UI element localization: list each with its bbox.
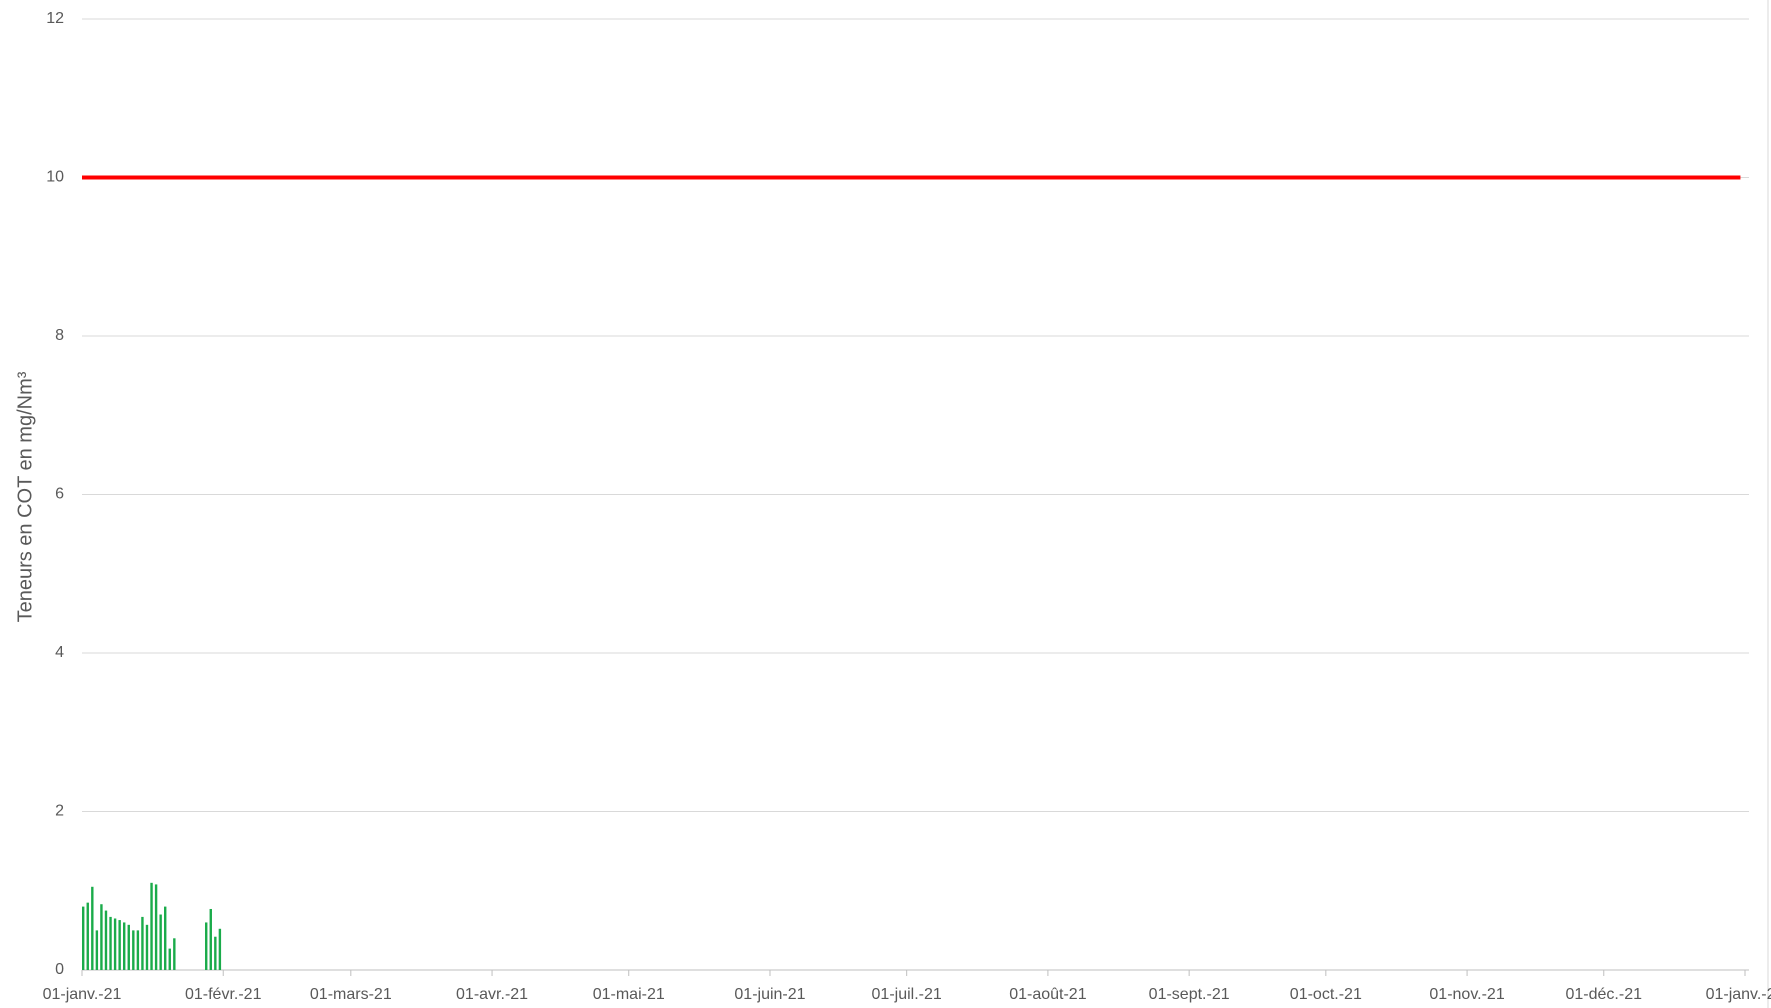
bar: [218, 928, 222, 970]
x-tick-label: 01-août-21: [1009, 986, 1086, 1003]
x-tick-label: 01-sept.-21: [1149, 986, 1230, 1003]
bar: [209, 908, 212, 970]
x-tick-label: 01-nov.-21: [1429, 986, 1504, 1003]
bar: [154, 884, 158, 970]
bar: [127, 924, 130, 970]
bar: [159, 914, 162, 970]
y-tick-label: 4: [55, 644, 64, 661]
x-tick-label: 01-mai-21: [593, 986, 665, 1003]
y-tick-label: 6: [55, 486, 64, 503]
x-tick-label: 01-avr.-21: [456, 986, 528, 1003]
bar: [123, 922, 126, 970]
y-tick-label: 2: [55, 803, 64, 820]
bar: [104, 910, 108, 970]
bar: [132, 930, 135, 970]
bar: [173, 938, 176, 970]
bar: [118, 920, 121, 970]
bar: [214, 936, 217, 970]
bar: [168, 948, 171, 970]
bar: [113, 918, 117, 970]
bar: [100, 904, 103, 970]
y-tick-label: 0: [55, 961, 64, 978]
y-axis-label: Teneurs en COT en mg/Nm³: [14, 371, 36, 622]
bar: [109, 916, 112, 970]
bar: [91, 886, 94, 970]
y-tick-label: 10: [46, 169, 64, 186]
bar: [95, 930, 99, 970]
x-tick-label: 01-déc.-21: [1566, 986, 1643, 1003]
bar: [136, 930, 140, 970]
y-tick-label: 8: [55, 327, 64, 344]
x-tick-label: 01-juil.-21: [872, 986, 942, 1003]
bar: [141, 916, 144, 970]
bar: [164, 906, 167, 970]
bar: [205, 922, 208, 970]
bar: [82, 906, 85, 970]
bar: [150, 882, 153, 970]
x-tick-label: 01-janv.-21: [43, 986, 122, 1003]
x-tick-label: 01-févr.-21: [185, 986, 262, 1003]
x-tick-label: 01-mars-21: [310, 986, 392, 1003]
x-tick-label: 01-oct.-21: [1290, 986, 1362, 1003]
bar: [145, 924, 149, 970]
x-tick-label: 01-juin-21: [734, 986, 805, 1003]
x-tick-label: 01-janv.-22: [1706, 986, 1771, 1003]
bar: [86, 902, 89, 970]
y-tick-label: 12: [46, 10, 64, 27]
